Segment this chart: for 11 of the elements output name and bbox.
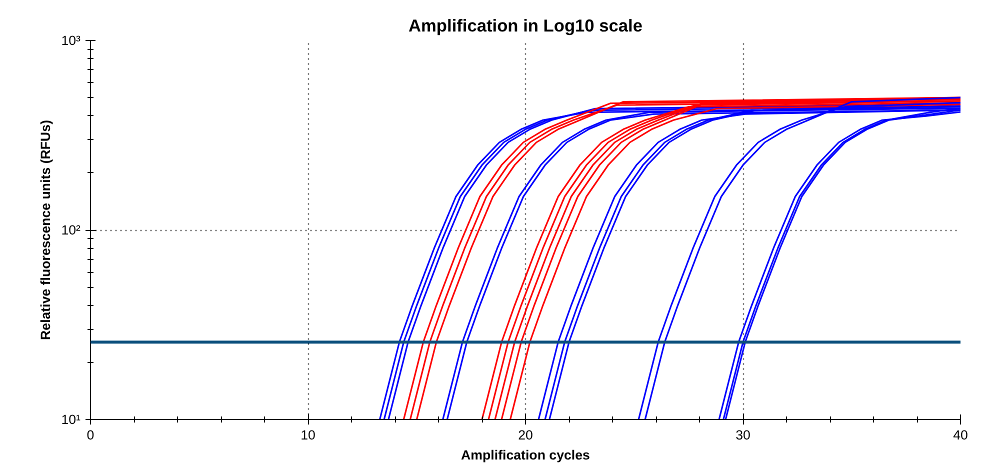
x-tick-label: 20 (518, 428, 533, 442)
x-tick-label: 10 (300, 428, 316, 442)
y-tick-label: 10³ (61, 33, 82, 48)
y-axis-title: Relative fluorescence units (RFUs) (38, 120, 54, 340)
x-tick-label: 40 (953, 428, 968, 442)
y-tick-label: 10² (61, 222, 82, 238)
x-axis-title: Amplification cycles (461, 448, 590, 462)
y-tick-label: 10¹ (61, 412, 82, 427)
chart-title: Amplification in Log10 scale (408, 16, 643, 36)
x-tick-label: 30 (736, 428, 750, 442)
x-tick-label: 0 (86, 428, 94, 442)
